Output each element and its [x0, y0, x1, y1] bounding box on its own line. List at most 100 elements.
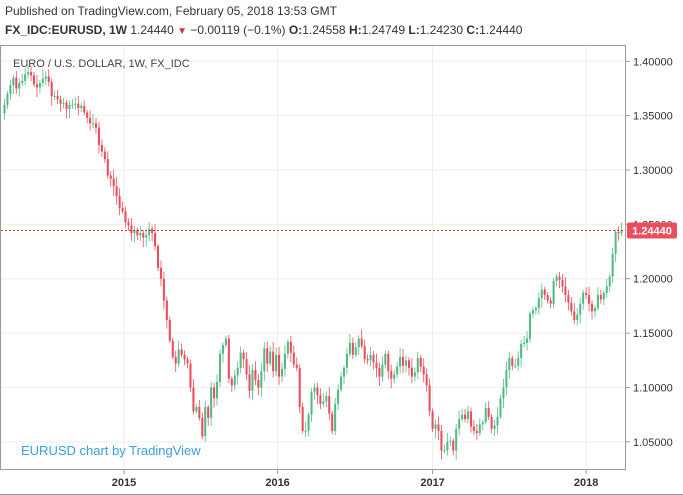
- candle-body: [213, 387, 216, 399]
- candle-body: [546, 295, 549, 301]
- candlestick-chart[interactable]: 1.400001.350001.300001.250001.200001.150…: [0, 45, 683, 495]
- candle-body: [195, 407, 198, 412]
- candle: [59, 96, 62, 112]
- x-tick-label: 2018: [574, 477, 598, 489]
- candle: [561, 274, 564, 293]
- candle-body: [354, 347, 357, 355]
- candle-body: [159, 267, 162, 279]
- candle-body: [407, 360, 410, 368]
- candle-body: [289, 341, 292, 353]
- candle-body: [363, 346, 366, 360]
- candle: [251, 364, 254, 401]
- y-axis[interactable]: 1.400001.350001.300001.250001.200001.150…: [625, 56, 673, 449]
- candle: [313, 383, 316, 400]
- candle: [316, 382, 319, 405]
- candle-body: [608, 276, 611, 287]
- candle-body: [210, 387, 213, 418]
- low-label: L:: [408, 23, 420, 37]
- candle: [18, 78, 21, 97]
- candle-body: [452, 440, 455, 451]
- watermark[interactable]: EURUSD chart by TradingView: [21, 443, 201, 458]
- candle: [588, 286, 591, 312]
- candle-body: [531, 310, 534, 314]
- candle-body: [50, 81, 53, 97]
- x-tick-label: 2017: [420, 477, 444, 489]
- candle-body: [44, 76, 47, 79]
- candle: [121, 201, 124, 214]
- candle: [611, 248, 614, 283]
- candle-body: [269, 351, 272, 364]
- candle: [130, 218, 133, 241]
- candle: [183, 350, 186, 366]
- candle: [310, 388, 313, 422]
- x-tick-label: 2016: [265, 477, 289, 489]
- candle-body: [472, 426, 475, 431]
- x-axis[interactable]: 2015 2016 2017 2018: [112, 469, 599, 489]
- candle-body: [537, 298, 540, 309]
- candle-body: [77, 103, 80, 109]
- candle-body: [254, 370, 257, 380]
- candle-body: [130, 225, 133, 234]
- chart-frame[interactable]: 1.400001.350001.300001.250001.200001.150…: [0, 45, 683, 495]
- candle-body: [511, 358, 514, 366]
- candle-body: [198, 407, 201, 418]
- candle-body: [319, 395, 322, 404]
- candle-body: [599, 295, 602, 300]
- candle-body: [310, 391, 313, 415]
- candle: [97, 122, 100, 154]
- candle-body: [481, 422, 484, 425]
- candle: [47, 69, 50, 87]
- candle: [80, 102, 83, 112]
- candle-body: [384, 353, 387, 365]
- candle: [469, 407, 472, 433]
- candle: [124, 206, 127, 228]
- candle: [523, 336, 526, 348]
- candle-body: [528, 313, 532, 339]
- candle-body: [47, 76, 50, 82]
- candle: [65, 99, 68, 119]
- candle: [402, 348, 405, 374]
- candle-body: [534, 308, 537, 311]
- candle: [576, 307, 579, 326]
- candle: [608, 274, 611, 293]
- candle: [543, 286, 546, 300]
- candle: [410, 358, 413, 384]
- candle: [585, 287, 588, 299]
- candle-body: [431, 411, 434, 429]
- candle-body: [464, 414, 467, 419]
- candle: [74, 96, 77, 111]
- candle: [446, 432, 449, 456]
- candle-body: [449, 440, 452, 442]
- candle-body: [65, 102, 68, 110]
- candle-body: [617, 231, 620, 234]
- candle: [440, 425, 443, 460]
- candle: [186, 356, 189, 369]
- candle: [198, 400, 201, 421]
- candle-body: [97, 127, 100, 146]
- candle: [257, 373, 260, 395]
- candle: [266, 341, 269, 373]
- candle: [233, 369, 236, 391]
- candle: [593, 305, 596, 317]
- candle: [345, 348, 348, 375]
- last-price-tag-box: [627, 222, 677, 239]
- candle-body: [567, 295, 570, 303]
- candle-body: [245, 359, 248, 375]
- candle-body: [301, 407, 304, 431]
- candle-body: [396, 366, 399, 375]
- candle: [213, 382, 216, 408]
- candle-body: [3, 104, 6, 114]
- candle: [245, 351, 248, 381]
- candle-body: [413, 372, 416, 377]
- candle: [458, 410, 461, 436]
- candle-body: [588, 295, 591, 304]
- candle: [180, 343, 183, 358]
- candle: [579, 298, 582, 324]
- candle-body: [74, 103, 77, 105]
- candle-body: [80, 105, 83, 109]
- open-label: O:: [288, 23, 303, 37]
- candle: [478, 418, 481, 437]
- candle: [404, 356, 408, 373]
- candle: [106, 151, 109, 179]
- candle-body: [139, 233, 142, 236]
